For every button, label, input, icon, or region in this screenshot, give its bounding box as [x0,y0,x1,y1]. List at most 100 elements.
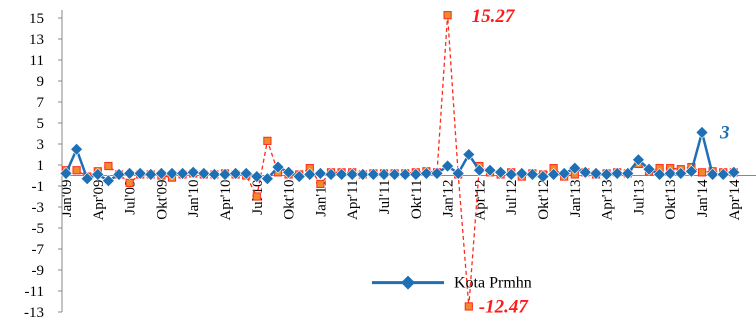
y-tick-label: 9 [37,74,45,90]
x-tick-label: Jan'12 [441,180,457,218]
y-tick-label: 7 [37,95,45,111]
y-tick-label: 13 [29,32,44,48]
x-tick-label: Jul'09 [123,180,139,215]
y-tick-label: 3 [37,137,45,153]
min-value-label: -12.47 [479,296,530,317]
data-point [695,126,709,139]
data-point [250,170,264,183]
data-point [409,168,423,181]
data-point [260,172,274,186]
data-point [133,166,147,180]
data-point [345,168,359,181]
data-point [600,168,614,181]
data-point [316,179,325,189]
data-point [154,166,168,180]
data-point [186,165,200,179]
data-point [462,148,476,161]
x-tick-label: Jan'11 [313,180,329,217]
data-point [91,168,105,181]
data-point [536,170,550,183]
data-point [472,163,486,177]
data-point [451,166,465,180]
x-tick-label: Apr'11 [345,180,361,220]
data-point [557,166,571,180]
axes [61,10,756,312]
y-tick-label: -5 [32,221,45,237]
x-tick-label: Jul'13 [631,180,647,215]
data-point [589,166,603,180]
data-point [547,168,561,181]
data-point [59,166,73,180]
data-point [125,178,134,187]
data-point [335,168,349,181]
x-tick-label: Okt'13 [663,180,679,220]
data-point [72,166,81,175]
data-point [419,166,433,180]
y-tick-label: 1 [37,158,45,174]
data-point [356,168,370,181]
data-point [292,170,306,183]
data-point [303,168,317,181]
x-tick-label: Okt'09 [154,180,170,220]
data-point [239,166,253,180]
y-tick-label: -11 [25,284,44,300]
legend-swatch-marker [401,275,415,290]
data-point [252,192,261,201]
data-point [176,166,190,180]
data-point [684,164,698,178]
data-point [610,166,624,180]
data-point [207,168,221,181]
annotations: 15.27 -12.47 3 [472,6,730,317]
data-point [578,165,592,179]
data-point [525,168,539,181]
data-point [112,168,126,181]
data-point [313,166,327,180]
data-point [642,162,656,176]
blue-peak-label: 3 [719,122,730,143]
data-point [101,174,115,188]
y-tick-label: -13 [24,305,44,321]
y-tick-label: -1 [32,179,45,195]
x-tick-label: Apr'12 [472,180,488,221]
data-point [504,168,518,181]
x-tick-label: Apr'10 [218,180,234,221]
data-point [706,168,720,181]
data-point [430,166,444,180]
data-point [144,168,158,181]
x-tick-label: Jan'14 [695,179,711,217]
data-point [70,142,84,156]
data-point [324,168,338,181]
y-tick-label: -9 [32,263,45,279]
data-point [388,168,402,181]
data-point [464,302,473,311]
data-point [697,168,707,177]
data-point [229,166,243,180]
data-point [366,168,380,181]
data-point [282,165,296,179]
series-kota-prmhn [59,126,741,188]
data-point [80,172,94,186]
data-point [716,168,730,181]
data-point [165,166,179,180]
x-tick-label: Okt'11 [409,180,425,220]
data-point [674,166,688,180]
data-point [441,159,455,173]
data-point [398,168,412,181]
legend: Kota Prmhn [372,275,532,292]
x-tick-label: Okt'10 [282,180,298,220]
legend-label: Kota Prmhn [454,275,532,292]
y-tick-label: -3 [32,200,45,216]
y-tick-label: 11 [30,53,44,69]
y-tick-label: -7 [32,242,45,258]
x-tick-label: Apr'13 [600,180,616,221]
x-tick-label: Okt'12 [536,180,552,220]
data-point [568,161,582,175]
data-point [727,165,741,179]
data-point [621,166,635,180]
data-point [663,166,677,180]
y-tick-label: 15 [29,11,44,27]
data-point [443,11,452,20]
data-point [483,163,497,177]
